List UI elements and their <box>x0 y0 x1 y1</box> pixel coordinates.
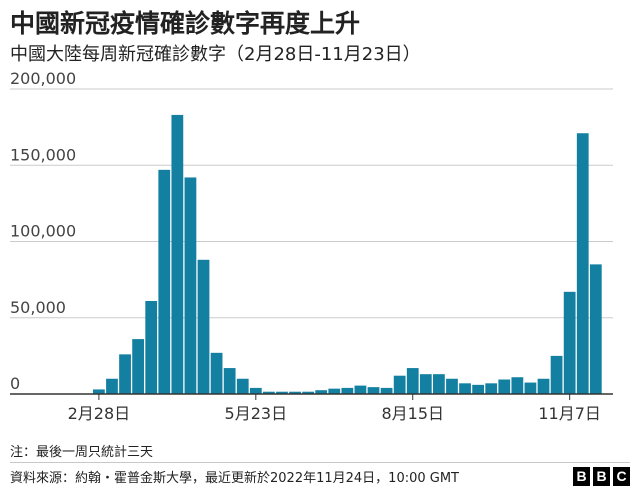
bar <box>328 389 340 394</box>
bar <box>250 388 262 394</box>
bbc-logo-letter: C <box>613 467 630 486</box>
chart-title: 中國新冠疫情確診數字再度上升 <box>10 4 360 40</box>
bar <box>446 379 458 394</box>
bar <box>381 388 393 394</box>
bar <box>211 353 223 394</box>
bar <box>119 354 131 394</box>
bar <box>485 383 497 394</box>
bar <box>407 368 419 394</box>
bbc-logo-letter: B <box>593 467 610 486</box>
bar <box>577 133 589 394</box>
bar <box>433 374 445 394</box>
bar <box>564 292 576 394</box>
y-tick-label: 100,000 <box>10 222 76 241</box>
footer-divider <box>10 462 630 463</box>
chart-subtitle: 中國大陸每周新冠確診數字（2月28日-11月23日） <box>10 40 421 66</box>
bar <box>498 380 510 394</box>
bbc-logo-letter: B <box>573 467 590 486</box>
bar <box>538 379 550 394</box>
y-tick-label: 50,000 <box>10 298 66 317</box>
bar <box>551 356 563 394</box>
bar <box>525 383 537 394</box>
bar <box>158 170 170 394</box>
chart-note: 注：最後一周只統計三天 <box>10 441 153 460</box>
x-tick-label: 11月7日 <box>538 404 601 423</box>
bar <box>237 379 249 394</box>
x-tick-label: 8月15日 <box>381 404 444 423</box>
bar <box>459 383 471 394</box>
y-tick-label: 150,000 <box>10 145 76 164</box>
bar <box>132 339 144 394</box>
bar <box>224 368 236 394</box>
bar <box>394 376 406 394</box>
bar <box>198 260 210 394</box>
bar <box>145 301 157 394</box>
x-tick-label: 5月23日 <box>225 404 288 423</box>
x-tick-label: 2月28日 <box>68 404 131 423</box>
bar <box>420 374 432 394</box>
bar <box>355 386 367 394</box>
bar <box>171 115 183 394</box>
bar <box>472 385 484 394</box>
source-text: 資料來源：約翰・霍普金斯大學，最近更新於2022年11月24日，10:00 GM… <box>10 467 459 486</box>
weekly-cases-bar-chart: 0 50,000 100,000 150,000 200,000 2月28日 5月23日 8月… <box>0 70 640 440</box>
bar <box>368 387 380 394</box>
y-tick-label: 200,000 <box>10 70 76 88</box>
bar <box>185 177 197 394</box>
bar <box>511 377 523 394</box>
bbc-logo: B B C <box>573 467 630 486</box>
bar <box>590 264 602 394</box>
bar <box>341 388 353 394</box>
y-tick-label: 0 <box>10 374 20 393</box>
bar <box>106 379 118 394</box>
